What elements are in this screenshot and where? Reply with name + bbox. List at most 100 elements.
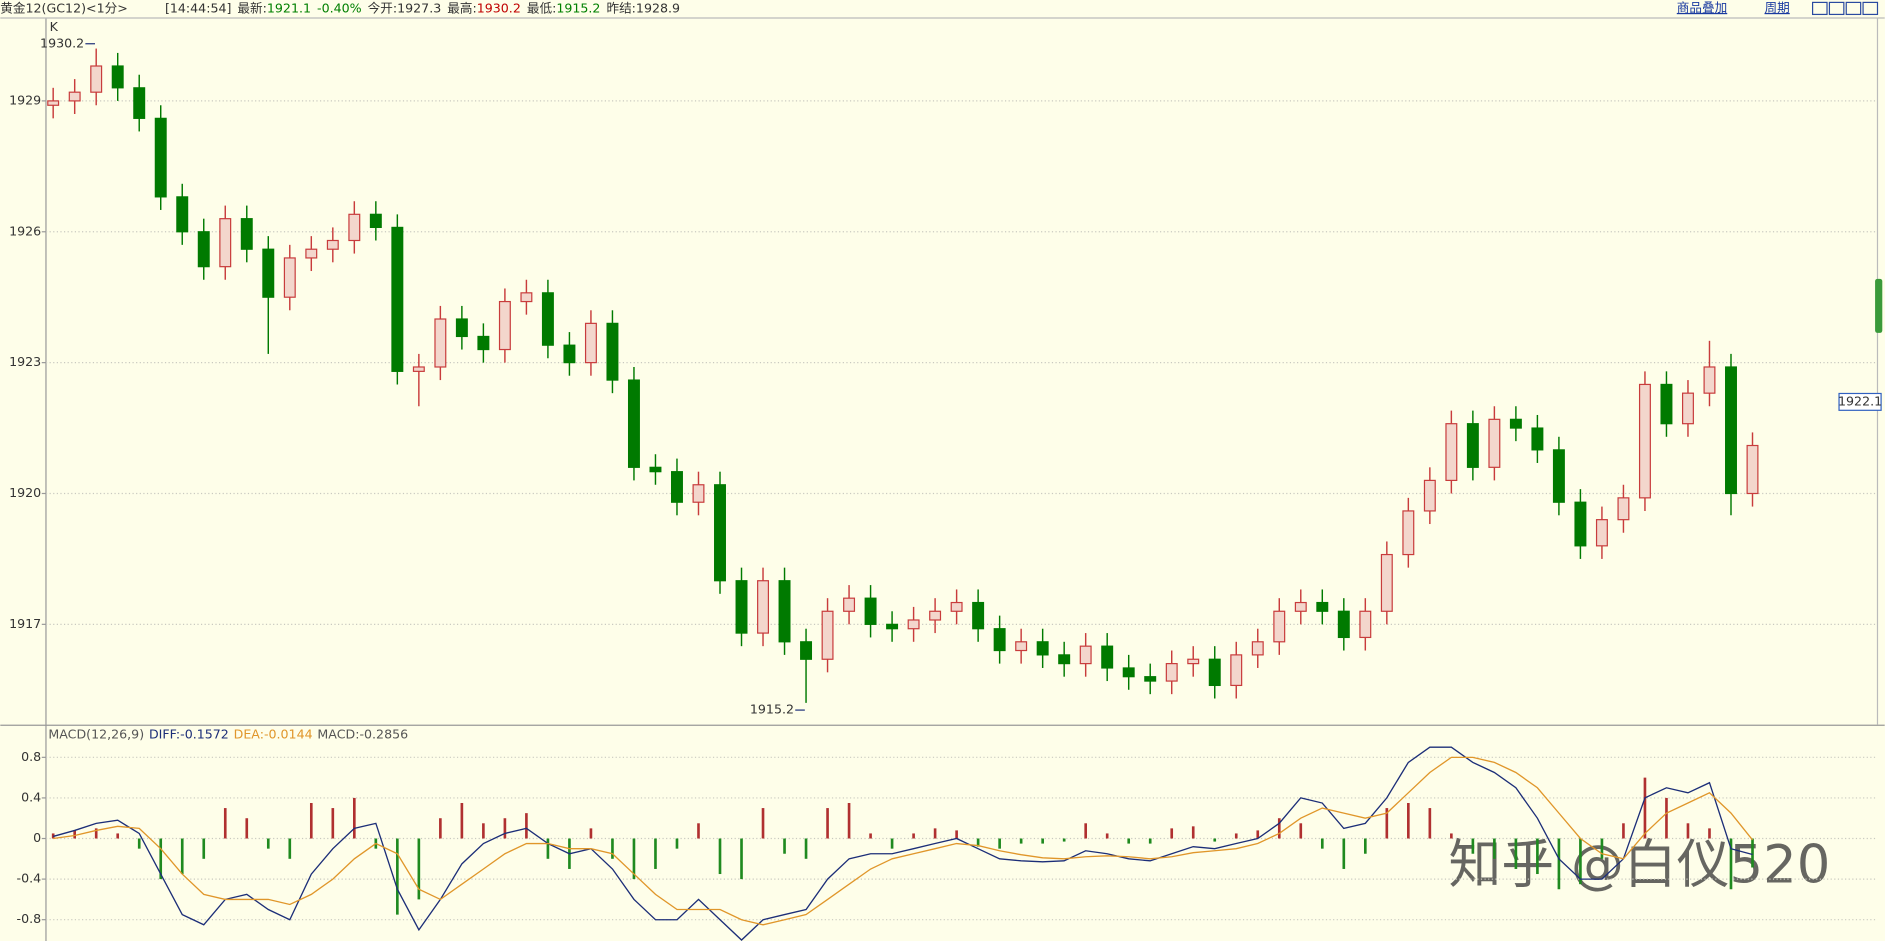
y-tick-label: 1917 bbox=[9, 616, 41, 631]
candle-body bbox=[950, 601, 963, 612]
candle-body bbox=[391, 226, 404, 372]
y-tick-label: 1923 bbox=[9, 354, 41, 369]
y-tick-label: 0 bbox=[33, 830, 41, 845]
period-button[interactable]: 周期 bbox=[1765, 0, 1790, 15]
candle-body bbox=[1251, 641, 1264, 656]
kline-label: K bbox=[50, 19, 59, 34]
candle-body bbox=[133, 87, 146, 119]
candle-body bbox=[1101, 645, 1114, 669]
candle-body bbox=[1294, 601, 1307, 612]
layout-button[interactable] bbox=[1845, 1, 1862, 16]
candle-body bbox=[197, 231, 210, 268]
candle-body bbox=[757, 580, 770, 634]
quote-value: 1930.2 bbox=[477, 0, 521, 15]
instrument-title: 黄金12(GC12)<1分> bbox=[0, 0, 128, 15]
legend-entry: DEA:-0.0144 bbox=[234, 726, 313, 741]
candle-body bbox=[1208, 658, 1221, 687]
candle-body bbox=[1595, 519, 1608, 547]
candle-body bbox=[800, 641, 813, 660]
candle-body bbox=[671, 471, 683, 503]
candle-body bbox=[1144, 676, 1157, 682]
candle-body bbox=[498, 300, 511, 351]
candle-body bbox=[68, 91, 81, 102]
candle-body bbox=[412, 366, 425, 372]
overlay-button[interactable]: 商品叠加 bbox=[1677, 0, 1727, 15]
quote-value: 1921.1 bbox=[267, 0, 311, 15]
candle-body bbox=[1466, 423, 1479, 468]
candle-body bbox=[262, 248, 275, 298]
candle-body bbox=[1488, 418, 1501, 468]
candle-body bbox=[735, 580, 748, 634]
candle-body bbox=[993, 628, 1006, 652]
watermark: 知乎 @白仪520 bbox=[1448, 834, 1830, 895]
candle-body bbox=[692, 484, 705, 503]
candle-body bbox=[477, 335, 490, 351]
candle-body bbox=[1445, 423, 1458, 482]
candle-body bbox=[929, 610, 942, 621]
candle-body bbox=[778, 580, 791, 643]
candle-body bbox=[1552, 449, 1565, 503]
quote-label: 最高: bbox=[447, 0, 476, 15]
candle-body bbox=[541, 292, 554, 346]
candle-body bbox=[843, 597, 856, 612]
candle-body bbox=[821, 610, 834, 660]
candle-body bbox=[563, 344, 576, 364]
candle-body bbox=[1337, 610, 1350, 639]
candle-body bbox=[219, 218, 232, 268]
candle-body bbox=[1531, 427, 1544, 451]
candle-body bbox=[520, 292, 533, 303]
candle-body bbox=[90, 65, 103, 93]
legend-entry: MACD:-0.2856 bbox=[317, 726, 408, 741]
candle-body bbox=[305, 248, 318, 259]
candle-body bbox=[455, 318, 468, 338]
y-tick-label: 1929 bbox=[9, 92, 41, 107]
quote-value: 1915.2 bbox=[556, 0, 600, 15]
candle-body bbox=[154, 117, 167, 198]
candle-body bbox=[1423, 479, 1436, 512]
candle-body bbox=[864, 597, 877, 625]
candle-body bbox=[1316, 601, 1329, 612]
candle-body bbox=[1230, 654, 1243, 687]
candle-body bbox=[1725, 366, 1737, 495]
scroll-left-button[interactable] bbox=[1811, 1, 1828, 16]
candle-body bbox=[111, 65, 124, 89]
candle-body bbox=[1660, 383, 1673, 425]
legend-entry: DIFF:-0.1572 bbox=[149, 726, 229, 741]
quote-header: 黄金12(GC12)<1分> [14:44:54] 最新:1921.1 -0.40% 今… bbox=[0, 0, 680, 15]
candle-body bbox=[1574, 501, 1587, 547]
candle-body bbox=[1703, 366, 1716, 394]
price-tag: 1922.1 bbox=[1838, 393, 1882, 408]
candle-body bbox=[886, 623, 899, 630]
candle-body bbox=[714, 484, 726, 582]
candle-body bbox=[907, 619, 920, 630]
candle-body bbox=[47, 100, 60, 106]
y-tick-label: -0.8 bbox=[17, 911, 42, 926]
y-tick-label: 0.8 bbox=[21, 749, 41, 764]
candle-body bbox=[240, 218, 253, 250]
candle-body bbox=[606, 322, 619, 381]
quote-value: 1927.3 bbox=[397, 0, 441, 15]
macd-line bbox=[52, 746, 1753, 941]
candle-body bbox=[1681, 392, 1694, 425]
quote-value: 1928.9 bbox=[636, 0, 680, 15]
macd-legend: MACD(12,26,9) DIFF:-0.1572 DEA:-0.0144 MACD… bbox=[48, 726, 408, 741]
quote-label: 最新: bbox=[237, 0, 266, 15]
close-button[interactable] bbox=[1862, 1, 1879, 16]
high-annotation: 1930.2 bbox=[40, 35, 84, 50]
quote-label: 今开: bbox=[368, 0, 397, 15]
scrollbar-thumb[interactable] bbox=[1875, 278, 1883, 333]
y-tick-label: -0.4 bbox=[17, 871, 42, 886]
candle-body bbox=[283, 257, 296, 298]
candle-body bbox=[1036, 641, 1049, 656]
y-tick-label: 0.4 bbox=[21, 789, 41, 804]
quote-label: 最低: bbox=[527, 0, 556, 15]
macd-line bbox=[53, 756, 1754, 926]
quote-time: [14:44:54] bbox=[165, 0, 231, 15]
candle-body bbox=[1122, 667, 1135, 678]
candle-body bbox=[1402, 510, 1415, 556]
zoom-button[interactable] bbox=[1828, 1, 1845, 16]
candle-body bbox=[369, 213, 382, 229]
candle-body bbox=[348, 213, 361, 242]
candle-body bbox=[1617, 497, 1630, 521]
